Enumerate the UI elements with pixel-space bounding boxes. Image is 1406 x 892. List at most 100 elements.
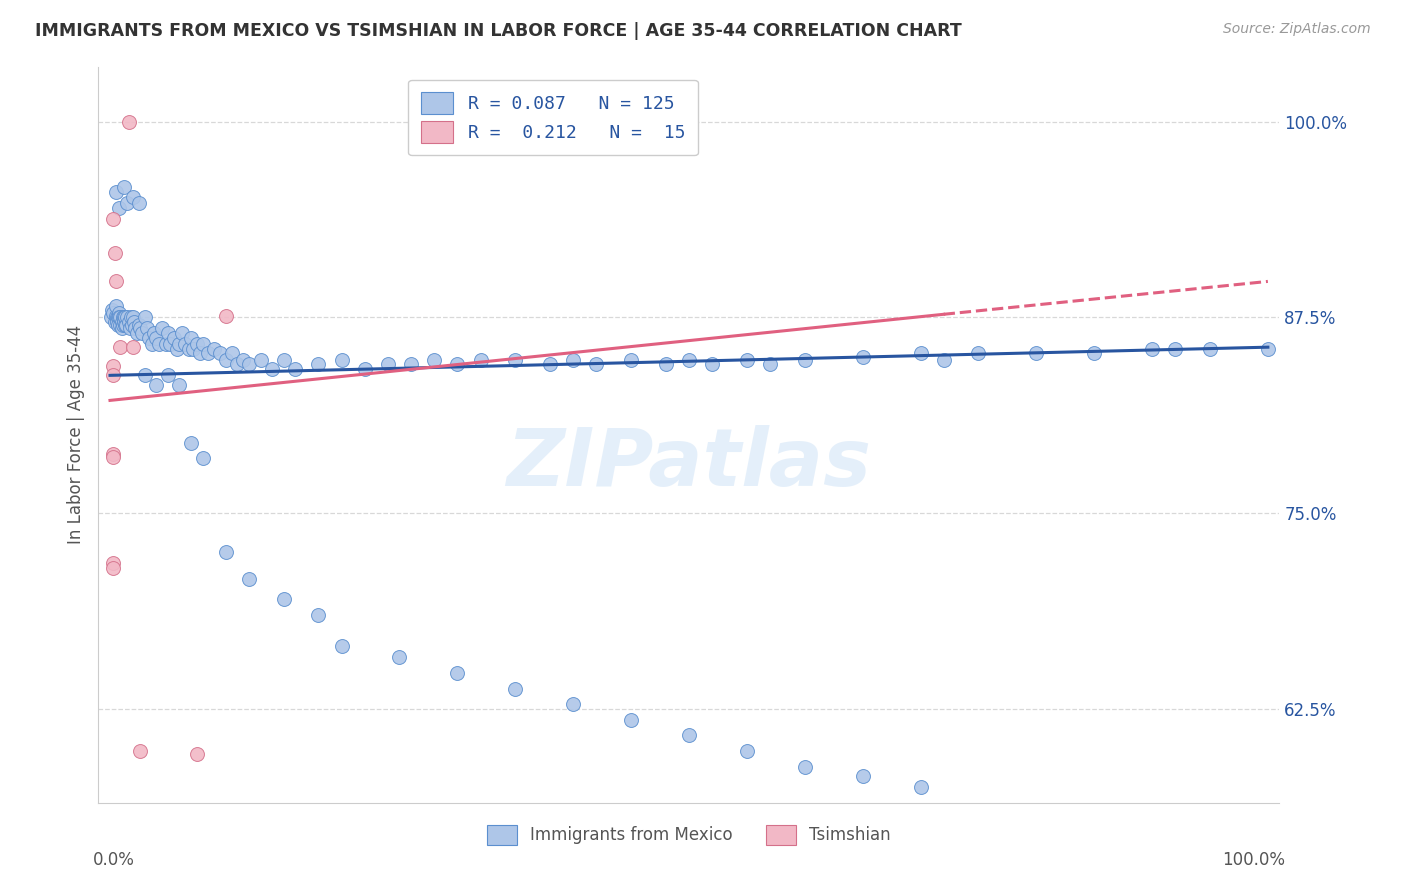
Point	[120, 310, 142, 325]
Point	[104, 309, 127, 323]
Point	[103, 368, 125, 383]
Point	[112, 180, 135, 194]
Point	[114, 310, 136, 325]
Point	[562, 697, 585, 711]
Point	[103, 359, 125, 373]
Point	[118, 321, 141, 335]
Point	[103, 211, 125, 226]
Point	[1025, 346, 1047, 360]
Point	[759, 358, 782, 372]
Point	[177, 342, 200, 356]
Point	[117, 114, 139, 128]
Point	[273, 352, 295, 367]
Point	[104, 185, 127, 199]
Point	[262, 362, 284, 376]
Point	[170, 326, 193, 340]
Point	[307, 607, 329, 622]
Point	[330, 639, 353, 653]
Point	[107, 318, 129, 333]
Point	[141, 337, 163, 351]
Point	[249, 352, 271, 367]
Point	[122, 190, 145, 204]
Point	[1140, 342, 1163, 356]
Point	[128, 318, 150, 333]
Point	[186, 747, 208, 762]
Point	[910, 346, 932, 360]
Point	[103, 447, 125, 461]
Legend: Immigrants from Mexico, Tsimshian: Immigrants from Mexico, Tsimshian	[478, 816, 900, 854]
Point	[108, 306, 131, 320]
Point	[585, 358, 607, 372]
Point	[110, 318, 132, 333]
Text: IMMIGRANTS FROM MEXICO VS TSIMSHIAN IN LABOR FORCE | AGE 35-44 CORRELATION CHART: IMMIGRANTS FROM MEXICO VS TSIMSHIAN IN L…	[35, 22, 962, 40]
Point	[735, 744, 758, 758]
Point	[700, 358, 723, 372]
Point	[103, 561, 125, 575]
Point	[134, 310, 156, 325]
Text: ZIPatlas: ZIPatlas	[506, 425, 872, 503]
Point	[111, 310, 134, 325]
Point	[620, 713, 643, 727]
Point	[221, 346, 243, 360]
Point	[307, 358, 329, 372]
Point	[138, 331, 160, 345]
Point	[180, 435, 202, 450]
Point	[180, 331, 202, 345]
Point	[446, 665, 468, 680]
Point	[122, 340, 145, 354]
Point	[446, 358, 468, 372]
Text: Source: ZipAtlas.com: Source: ZipAtlas.com	[1223, 22, 1371, 37]
Point	[122, 310, 145, 325]
Point	[215, 352, 238, 367]
Point	[215, 309, 238, 323]
Point	[852, 769, 875, 783]
Point	[105, 310, 128, 325]
Point	[538, 358, 561, 372]
Point	[145, 331, 167, 345]
Point	[793, 352, 815, 367]
Point	[735, 352, 758, 367]
Point	[148, 337, 170, 351]
Point	[128, 196, 150, 211]
Point	[145, 377, 167, 392]
Point	[121, 318, 143, 333]
Point	[620, 352, 643, 367]
Point	[104, 246, 127, 260]
Point	[655, 358, 678, 372]
Point	[678, 729, 700, 743]
Point	[197, 346, 219, 360]
Point	[793, 760, 815, 774]
Point	[226, 358, 249, 372]
Point	[174, 337, 197, 351]
Point	[107, 310, 129, 325]
Point	[503, 352, 526, 367]
Point	[117, 196, 139, 211]
Point	[101, 302, 124, 317]
Point	[284, 362, 307, 376]
Point	[238, 358, 260, 372]
Point	[112, 315, 135, 329]
Point	[110, 315, 132, 329]
Point	[112, 310, 135, 325]
Point	[166, 342, 188, 356]
Point	[110, 321, 132, 335]
Point	[399, 358, 422, 372]
Point	[159, 337, 181, 351]
Point	[117, 315, 139, 329]
Point	[105, 315, 128, 329]
Point	[117, 310, 139, 325]
Point	[143, 326, 166, 340]
Point	[103, 450, 125, 464]
Point	[114, 318, 136, 333]
Point	[169, 377, 191, 392]
Point	[111, 318, 134, 333]
Point	[388, 650, 411, 665]
Point	[191, 451, 214, 466]
Text: 0.0%: 0.0%	[93, 851, 135, 869]
Point	[104, 274, 127, 288]
Point	[1257, 342, 1279, 356]
Point	[202, 342, 225, 356]
Point	[134, 368, 156, 383]
Point	[129, 744, 152, 758]
Point	[215, 545, 238, 559]
